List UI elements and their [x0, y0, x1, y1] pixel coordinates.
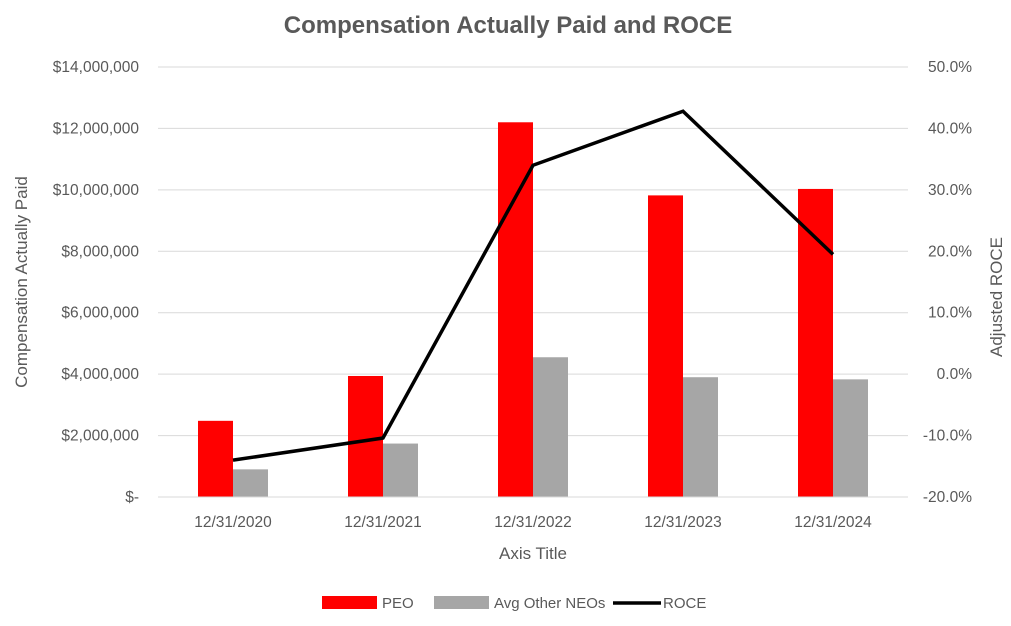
- avg-other-neos-bar: [533, 357, 568, 497]
- bars: [198, 122, 868, 498]
- legend-avg-other-neos-label: Avg Other NEOs: [494, 595, 605, 612]
- y2-tick-label: 20.0%: [928, 243, 972, 260]
- y2-tick-label: -10.0%: [923, 428, 972, 445]
- peo-bar: [348, 375, 383, 497]
- legend-peo-label: PEO: [382, 595, 414, 612]
- x-tick-label: 12/31/2022: [494, 514, 572, 531]
- avg-other-neos-bar: [383, 443, 418, 497]
- roce-line: [232, 109, 835, 462]
- y2-axis-title: Adjusted ROCE: [987, 237, 1006, 357]
- peo-bar: [648, 195, 683, 497]
- avg-other-neos-bar: [833, 379, 868, 497]
- x-tick-label: 12/31/2023: [644, 514, 722, 531]
- y-tick-label: $14,000,000: [53, 59, 140, 76]
- y2-tick-label: -20.0%: [923, 489, 972, 506]
- y2-tick-label: 10.0%: [928, 305, 972, 322]
- avg-other-neos-bar: [233, 469, 268, 497]
- x-tick-label: 12/31/2021: [344, 514, 422, 531]
- y-tick-label: $-: [125, 489, 139, 506]
- y-tick-label: $2,000,000: [61, 428, 139, 445]
- x-tick-label: 12/31/2020: [194, 514, 272, 531]
- y-tick-label: $4,000,000: [61, 366, 139, 383]
- y-tick-label: $6,000,000: [61, 305, 139, 322]
- y2-tick-label: 50.0%: [928, 59, 972, 76]
- x-tick-label: 12/31/2024: [794, 514, 872, 531]
- chart-title: Compensation Actually Paid and ROCE: [284, 12, 733, 39]
- legend: PEO Avg Other NEOs ROCE: [322, 595, 706, 612]
- y-tick-label: $8,000,000: [61, 243, 139, 260]
- legend-avg-other-neos-swatch: [434, 596, 489, 609]
- avg-other-neos-bar: [683, 377, 718, 497]
- y-axis-title: Compensation Actually Paid: [12, 176, 31, 388]
- axes: $- $2,000,000 $4,000,000 $6,000,000 $8,000,0…: [53, 59, 972, 531]
- y2-tick-label: 30.0%: [928, 182, 972, 199]
- legend-roce-label: ROCE: [663, 595, 706, 612]
- y2-tick-label: 40.0%: [928, 120, 972, 137]
- peo-bar: [798, 188, 833, 497]
- legend-peo-swatch: [322, 596, 377, 609]
- x-axis-title: Axis Title: [499, 544, 567, 563]
- peo-bar: [198, 420, 233, 497]
- y-tick-label: $12,000,000: [53, 120, 140, 137]
- y-tick-label: $10,000,000: [53, 182, 140, 199]
- y2-tick-label: 0.0%: [937, 366, 973, 383]
- peo-bar: [498, 122, 533, 498]
